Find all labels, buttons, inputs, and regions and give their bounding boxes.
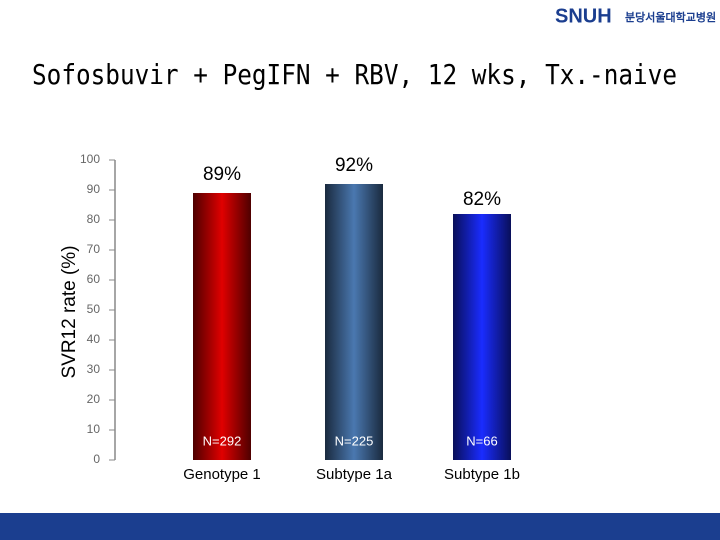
x-tick-label: Genotype 1 xyxy=(183,466,261,483)
bar xyxy=(193,193,251,460)
n-label: N=292 xyxy=(203,433,242,448)
y-tick-label: 20 xyxy=(87,392,101,406)
logo-mark: SNUH xyxy=(555,5,612,27)
y-tick-label: 90 xyxy=(87,182,101,196)
y-tick-label: 0 xyxy=(93,452,100,466)
value-label: 82% xyxy=(463,189,501,210)
x-tick-label: Subtype 1a xyxy=(316,466,393,483)
y-axis-label: SVR12 rate (%) xyxy=(59,245,80,378)
chart-title: Sofosbuvir + PegIFN + RBV, 12 wks, Tx.-n… xyxy=(32,58,677,91)
y-tick-label: 10 xyxy=(87,422,101,436)
y-tick-label: 30 xyxy=(87,362,101,376)
y-tick-label: 100 xyxy=(80,152,100,166)
n-label: N=66 xyxy=(466,433,497,448)
bar xyxy=(453,214,511,460)
bar xyxy=(325,184,383,460)
y-tick-label: 80 xyxy=(87,212,101,226)
y-tick-label: 70 xyxy=(87,242,101,256)
y-tick-label: 50 xyxy=(87,302,101,316)
n-label: N=225 xyxy=(335,433,374,448)
value-label: 92% xyxy=(335,155,373,176)
y-tick-label: 60 xyxy=(87,272,101,286)
y-tick-label: 40 xyxy=(87,332,101,346)
x-tick-label: Subtype 1b xyxy=(444,466,520,483)
value-label: 89% xyxy=(203,164,241,185)
logo-name: 분당서울대학교병원 xyxy=(625,10,716,24)
footer-band xyxy=(0,513,720,540)
